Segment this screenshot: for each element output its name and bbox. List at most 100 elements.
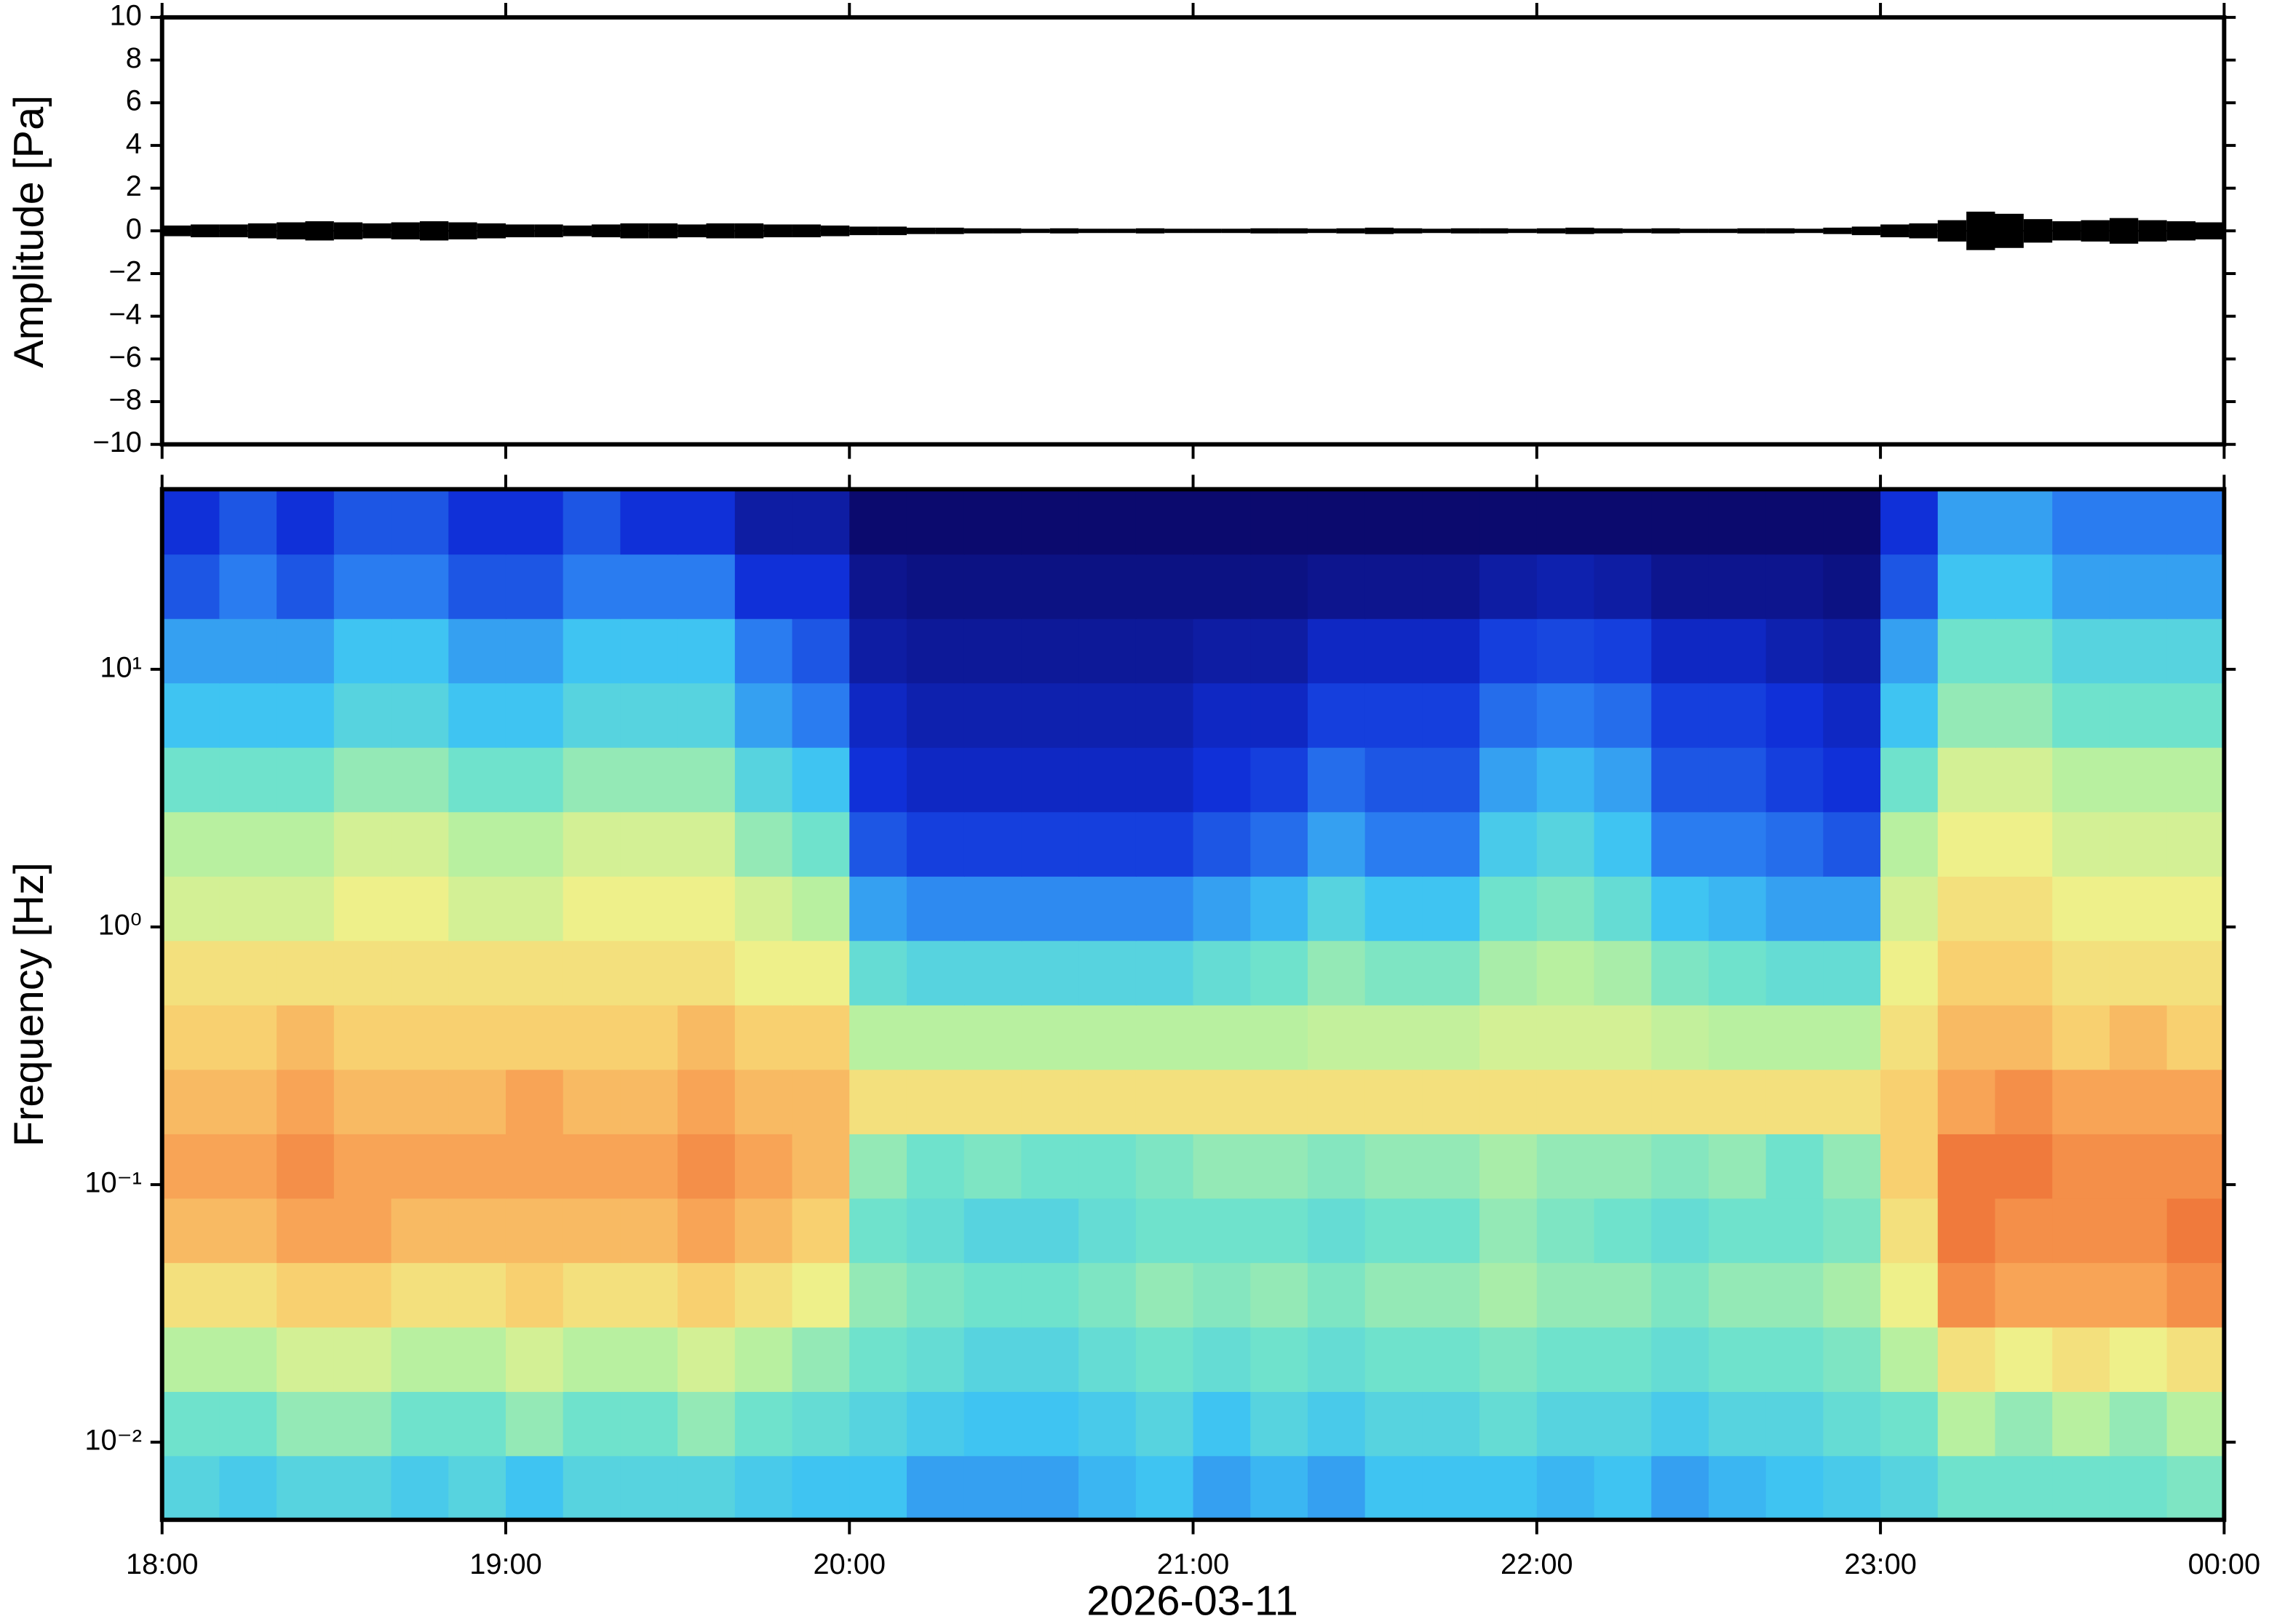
spectrogram-cell — [1021, 875, 1080, 942]
spectrogram-cell — [219, 1326, 278, 1393]
spectrogram-cell — [505, 1455, 564, 1521]
spectrogram-cell — [2109, 1262, 2168, 1328]
spectrogram-cell — [1021, 618, 1080, 684]
spectrogram-cell — [792, 1390, 851, 1457]
spectrogram-cell — [849, 682, 908, 748]
spectrogram-cell — [1708, 682, 1767, 748]
spectrogram-cell — [620, 554, 679, 619]
spectrogram-cell — [2052, 1004, 2111, 1070]
y-tick-label: 2 — [126, 170, 142, 202]
spectrogram-cell — [448, 811, 507, 877]
spectrogram-cell — [219, 618, 278, 684]
spectrogram-cell — [1536, 1198, 1595, 1263]
spectrogram-cell — [2109, 554, 2168, 619]
spectrogram-cell — [1307, 1262, 1366, 1328]
amplitude-envelope — [419, 221, 449, 241]
amplitude-envelope — [191, 224, 220, 238]
spectrogram-cell — [1193, 618, 1252, 684]
amplitude-envelope — [448, 222, 477, 240]
spectrogram-cell — [620, 940, 679, 1006]
x-tick-label: 23:00 — [1844, 1548, 1916, 1580]
amplitude-envelope — [505, 224, 535, 238]
spectrogram-cell — [505, 940, 564, 1006]
amplitude-envelope — [362, 223, 392, 239]
spectrogram-cell — [1193, 1133, 1252, 1199]
spectrogram-cell — [849, 1262, 908, 1328]
x-tick-label: 19:00 — [469, 1548, 541, 1580]
spectrogram-cell — [1937, 940, 1996, 1006]
spectrogram-cell — [849, 1133, 908, 1199]
spectrogram-cell — [1078, 489, 1137, 555]
spectrogram-cell — [1536, 1455, 1595, 1521]
spectrogram-cell — [2166, 1133, 2225, 1199]
spectrogram-cell — [2052, 875, 2111, 942]
spectrogram-cell — [1250, 1133, 1309, 1199]
spectrogram-cell — [1078, 618, 1137, 684]
spectrogram-cell — [1536, 554, 1595, 619]
spectrogram-cell — [906, 1390, 965, 1457]
spectrogram-cell — [277, 1069, 335, 1134]
amplitude-envelope — [763, 224, 792, 238]
spectrogram-cell — [1765, 1390, 1824, 1457]
spectrogram-cell — [1937, 1133, 1996, 1199]
spectrogram-cell — [219, 554, 278, 619]
spectrogram-cell — [677, 1133, 736, 1199]
spectrogram-cell — [1021, 489, 1080, 555]
spectrogram-cell — [849, 747, 908, 813]
spectrogram-cell — [1823, 489, 1882, 555]
spectrogram-cell — [1594, 489, 1653, 555]
spectrogram-cell — [391, 1004, 450, 1070]
spectrogram-cell — [849, 940, 908, 1006]
spectrogram-cell — [1651, 1390, 1710, 1457]
spectrogram-cell — [1995, 940, 2054, 1006]
spectrogram-cell — [677, 1004, 736, 1070]
spectrogram-cell — [1193, 1004, 1252, 1070]
spectrogram-cell — [1594, 1262, 1653, 1328]
spectrogram-cell — [219, 1455, 278, 1521]
spectrogram-cell — [1651, 489, 1710, 555]
spectrogram-cell — [1651, 811, 1710, 877]
spectrogram-cell — [1307, 1390, 1366, 1457]
amplitude-envelope — [648, 223, 678, 239]
spectrogram-cell — [1708, 489, 1767, 555]
spectrogram-cell — [734, 940, 793, 1006]
spectrogram-cell — [1250, 875, 1309, 942]
spectrogram-cell — [2109, 1326, 2168, 1393]
x-tick-label: 22:00 — [1501, 1548, 1573, 1580]
spectrogram-cell — [1765, 1133, 1824, 1199]
amplitude-envelope — [1795, 228, 1824, 234]
spectrogram-cell — [1937, 1069, 1996, 1134]
spectrogram-cell — [792, 811, 851, 877]
spectrogram-cell — [963, 618, 1022, 684]
spectrogram-cell — [1078, 1455, 1137, 1521]
spectrogram-cell — [1708, 940, 1767, 1006]
spectrogram-cell — [1021, 811, 1080, 877]
spectrogram-cell — [1135, 1004, 1194, 1070]
spectrogram-cell — [1422, 1004, 1481, 1070]
spectrogram-cell — [620, 875, 679, 942]
spectrogram-cell — [1364, 618, 1423, 684]
amplitude-envelope — [277, 222, 306, 240]
spectrogram-cell — [1135, 1390, 1194, 1457]
spectrogram-cell — [505, 1390, 564, 1457]
spectrogram-cell — [563, 1004, 621, 1070]
y-tick-label: 8 — [126, 42, 142, 74]
amplitude-envelope — [333, 222, 363, 240]
spectrogram-cell — [1307, 1133, 1366, 1199]
spectrogram-cell — [1078, 1069, 1137, 1134]
spectrogram-cell — [1880, 1069, 1939, 1134]
amplitude-envelope — [305, 221, 334, 241]
spectrogram-cell — [1651, 1069, 1710, 1134]
spectrogram-cell — [1422, 747, 1481, 813]
spectrogram-cell — [677, 1198, 736, 1263]
amplitude-envelope — [1680, 228, 1709, 234]
spectrogram-cell — [448, 747, 507, 813]
spectrogram-cell — [1135, 1133, 1194, 1199]
spectrogram-cell — [1880, 940, 1939, 1006]
spectrogram-cell — [1021, 554, 1080, 619]
spectrogram-cell — [677, 747, 736, 813]
spectrogram-cell — [620, 682, 679, 748]
spectrogram-cell — [1594, 1069, 1653, 1134]
spectrogram-cell — [906, 875, 965, 942]
spectrogram-cell — [563, 1390, 621, 1457]
